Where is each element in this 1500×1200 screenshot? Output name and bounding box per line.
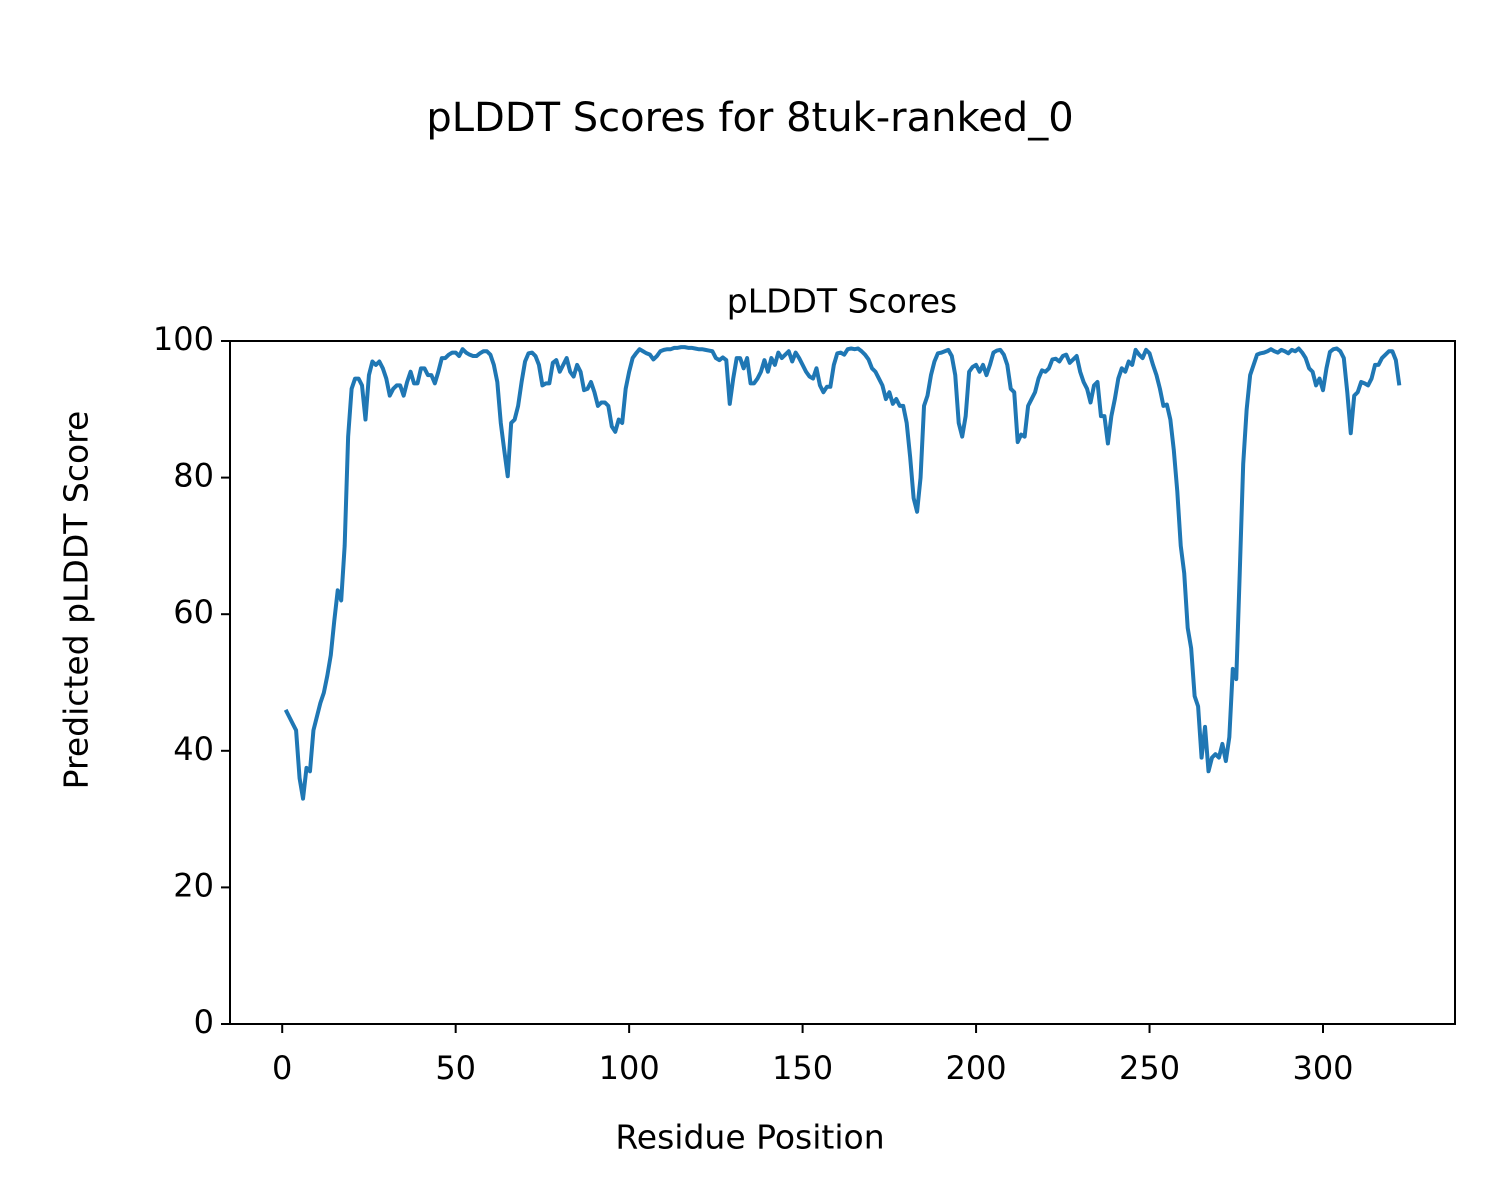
chart-suptitle: pLDDT Scores for 8tuk-ranked_0 bbox=[426, 95, 1073, 141]
x-axis-label: Residue Position bbox=[615, 1118, 884, 1157]
y-tick-label: 40 bbox=[173, 730, 214, 768]
x-tick-label: 200 bbox=[946, 1049, 1007, 1087]
x-tick-label: 50 bbox=[435, 1049, 476, 1087]
plot-frame bbox=[229, 340, 1456, 1025]
y-axis-label: Predicted pLDDT Score bbox=[57, 411, 96, 790]
y-tick-label: 20 bbox=[173, 866, 214, 904]
x-tick-label: 300 bbox=[1292, 1049, 1353, 1087]
y-tick-label: 0 bbox=[194, 1003, 214, 1041]
chart-title: pLDDT Scores bbox=[727, 282, 957, 321]
y-tick-label: 80 bbox=[173, 457, 214, 495]
data-line bbox=[283, 345, 1402, 801]
x-tick-label: 250 bbox=[1119, 1049, 1180, 1087]
y-tick-label: 100 bbox=[153, 320, 214, 358]
x-tick-label: 100 bbox=[599, 1049, 660, 1087]
y-tick-label: 60 bbox=[173, 593, 214, 631]
x-tick-label: 150 bbox=[772, 1049, 833, 1087]
x-tick-label: 0 bbox=[272, 1049, 292, 1087]
